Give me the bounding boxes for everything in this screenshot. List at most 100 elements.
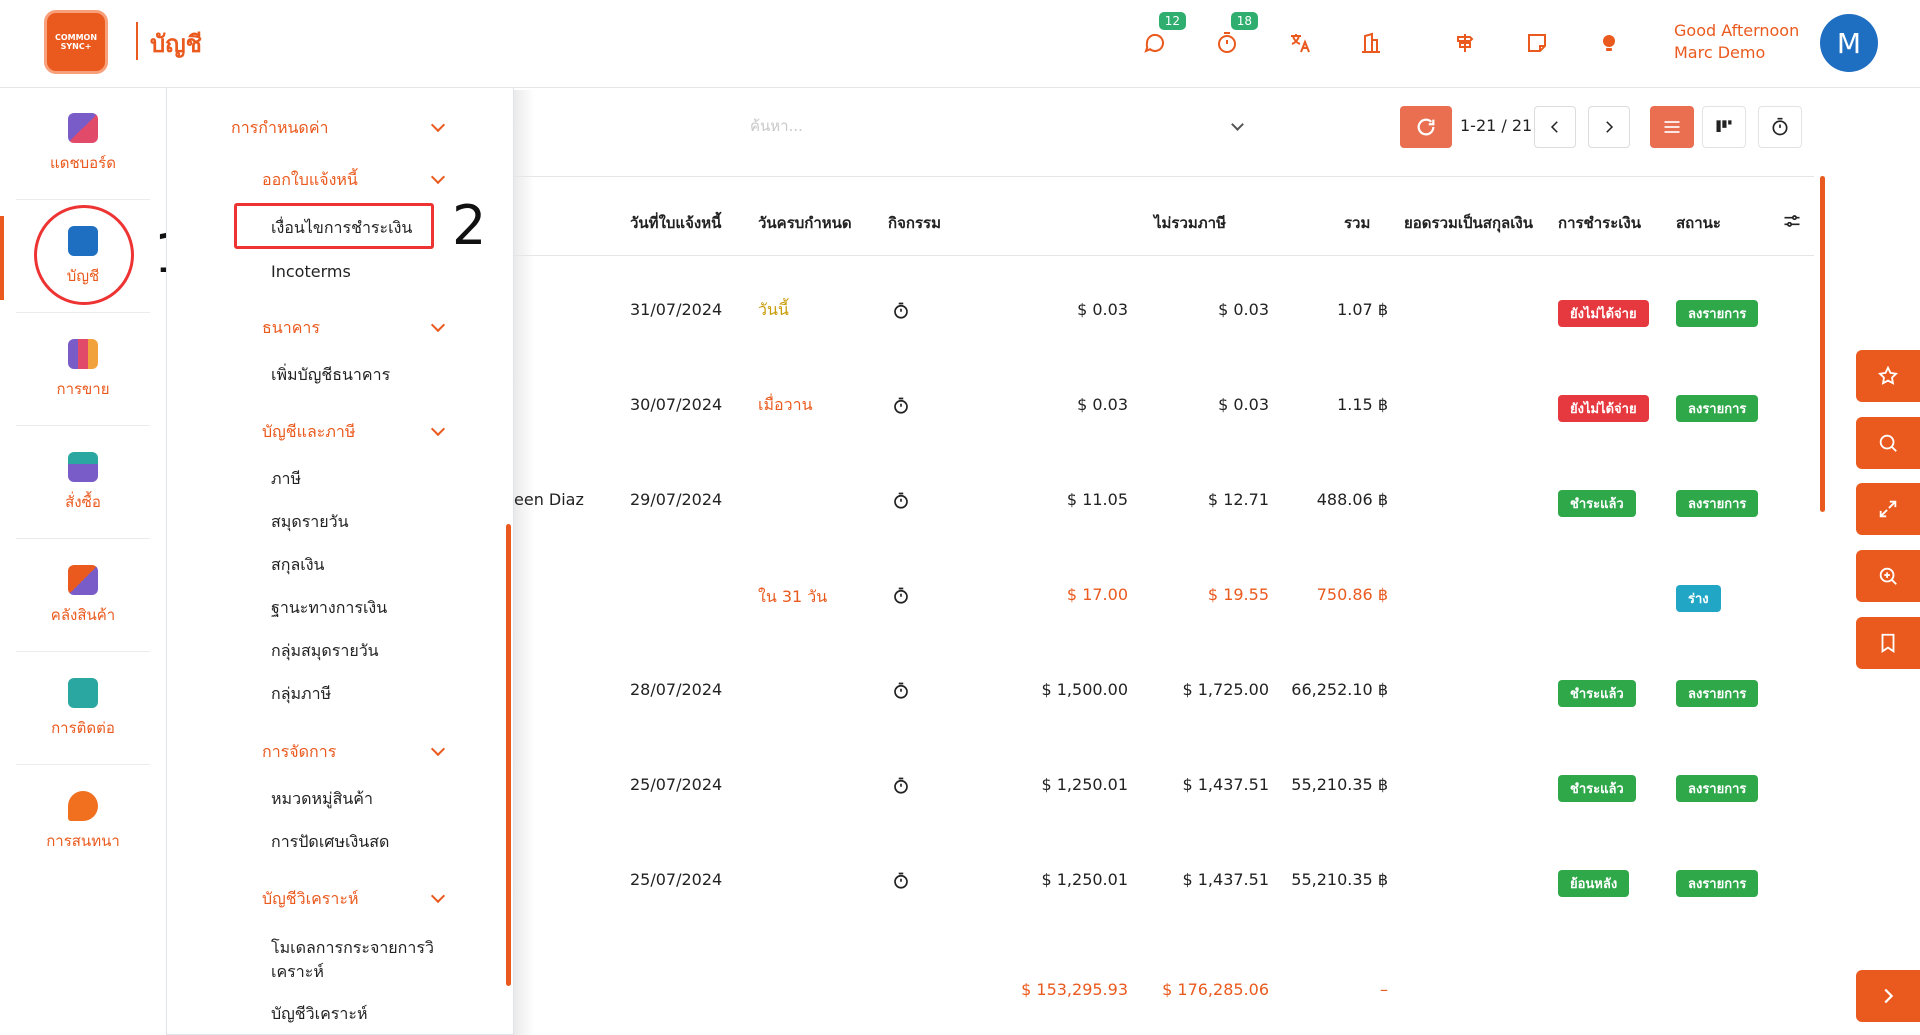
submenu-section-accounting-tax[interactable]: บัญชีและภาษี (167, 414, 515, 450)
kanban-view-button[interactable] (1702, 106, 1746, 148)
submenu-item-currency[interactable]: สกุลเงิน (271, 555, 325, 574)
stopwatch-icon (1772, 117, 1788, 136)
pager-count[interactable]: 1-21 / 21 (1460, 116, 1533, 135)
favorite-button[interactable] (1856, 350, 1920, 402)
nav-contacts[interactable]: การติดต่อ (16, 653, 150, 765)
activity-stopwatch-icon[interactable] (892, 682, 910, 700)
table-row[interactable]: 25/07/2024 $ 1,250.01 $ 1,437.51 55,210.… (514, 834, 1814, 929)
chevron-left-icon (1550, 121, 1558, 133)
state-badge: ลงรายการ (1676, 775, 1759, 802)
cell-currency-total: 1.07 ฿ (1337, 300, 1388, 319)
submenu-item-cash-rounding[interactable]: การปัดเศษเงินสด (271, 832, 390, 851)
submenu-item-journal-group[interactable]: กลุ่มสมุดรายวัน (271, 641, 379, 660)
table-row[interactable]: 25/07/2024 $ 1,250.01 $ 1,437.51 55,210.… (514, 739, 1814, 834)
activity-view-button[interactable] (1758, 106, 1802, 148)
submenu-item-analytic-account[interactable]: บัญชีวิเคราะห์ (271, 1004, 368, 1023)
submenu-item-fiscal-position[interactable]: ฐานะทางการเงิน (271, 598, 388, 617)
payment-status-badge: ชำระแล้ว (1558, 680, 1636, 707)
messages-icon[interactable]: 12 (1140, 12, 1186, 58)
config-submenu: การกำหนดค่า ออกใบแจ้งหนี้ เงื่อนไขการชำร… (166, 88, 514, 1035)
table-row[interactable]: een Diaz 29/07/2024 $ 11.05 $ 12.71 488.… (514, 454, 1814, 549)
submenu-section-management[interactable]: การจัดการ (167, 734, 515, 770)
greeting-text: Good Afternoon (1674, 21, 1800, 40)
cell-invoice-date: 30/07/2024 (630, 395, 723, 414)
nav-purchase[interactable]: สั่งซื้อ (16, 427, 150, 539)
submenu-section-analytic[interactable]: บัญชีวิเคราะห์ (167, 881, 515, 917)
expand-panel-button[interactable] (1856, 970, 1920, 1022)
cell-currency-total: 1.15 ฿ (1337, 395, 1388, 414)
submenu-item-analytic-model[interactable]: โมเดลการกระจายการวิเคราะห์ (271, 938, 434, 981)
lightbulb-icon[interactable] (1594, 28, 1624, 58)
sticky-note-icon[interactable] (1522, 28, 1552, 58)
submenu-item-tax[interactable]: ภาษี (271, 469, 302, 488)
list-view-button[interactable] (1650, 106, 1694, 148)
app-title: บัญชี (150, 30, 202, 58)
column-payment[interactable]: การชำระเงิน (1558, 214, 1641, 232)
nav-dashboard[interactable]: แดชบอร์ด (16, 88, 150, 200)
column-status[interactable]: สถานะ (1676, 214, 1721, 232)
column-total-currency[interactable]: ยอดรวมเป็นสกุลเงิน (1404, 214, 1533, 232)
company-building-icon[interactable] (1356, 28, 1386, 58)
user-avatar[interactable]: M (1820, 14, 1878, 72)
zoom-in-button[interactable] (1856, 550, 1920, 602)
table-scrollbar[interactable] (1820, 176, 1825, 512)
annotation-circle (34, 205, 134, 305)
search-dropdown-chevron-icon[interactable] (1231, 118, 1244, 131)
activity-stopwatch-icon[interactable] (892, 587, 910, 605)
expand-button[interactable] (1856, 483, 1920, 535)
table-footer-totals: $ 153,295.93 $ 176,285.06 – (514, 960, 1814, 1020)
submenu-item-add-bank[interactable]: เพิ่มบัญชีธนาคาร (271, 365, 391, 384)
search-float-button[interactable] (1856, 417, 1920, 469)
cell-total: $ 1,437.51 (1182, 870, 1269, 889)
cell-untaxed: $ 1,250.01 (1041, 870, 1128, 889)
panel-shadow (514, 90, 534, 1035)
nav-sales[interactable]: การขาย (16, 314, 150, 426)
submenu-scrollbar[interactable] (506, 524, 511, 986)
nav-inventory[interactable]: คลังสินค้า (16, 540, 150, 652)
activity-stopwatch-icon[interactable] (892, 872, 910, 890)
submenu-item-journal[interactable]: สมุดรายวัน (271, 512, 349, 531)
nav-discuss[interactable]: การสนทนา (16, 766, 150, 878)
pager-previous-button[interactable] (1534, 106, 1576, 148)
annotation-highlight-box (234, 203, 434, 249)
cell-invoice-date: 25/07/2024 (630, 775, 723, 794)
cell-invoice-date: 31/07/2024 (630, 300, 723, 319)
search-input[interactable]: ค้นหา... (750, 117, 803, 135)
pager-next-button[interactable] (1588, 106, 1630, 148)
column-due-date[interactable]: วันครบกำหนด (758, 214, 852, 232)
discuss-bubble-icon (68, 791, 98, 821)
activity-stopwatch-icon[interactable] (892, 397, 910, 415)
messages-badge: 12 (1158, 12, 1186, 30)
translate-icon[interactable] (1285, 28, 1315, 58)
logo-separator (136, 22, 138, 60)
column-untaxed[interactable]: ไม่รวมภาษี (1154, 214, 1226, 232)
activity-stopwatch-icon[interactable] (892, 302, 910, 320)
expand-arrows-icon (1879, 500, 1897, 518)
submenu-item-product-category[interactable]: หมวดหมู่สินค้า (271, 789, 373, 808)
submenu-item-payment-terms[interactable]: เงื่อนไขการชำระเงิน (271, 218, 413, 237)
nav-sales-label: การขาย (56, 379, 110, 398)
chevron-right-icon (1884, 988, 1894, 1004)
submenu-item-incoterms[interactable]: Incoterms (271, 262, 351, 281)
table-row[interactable]: 28/07/2024 $ 1,500.00 $ 1,725.00 66,252.… (514, 644, 1814, 739)
column-activity[interactable]: กิจกรรม (888, 214, 941, 232)
refresh-button[interactable] (1400, 106, 1452, 148)
submenu-item-tax-group[interactable]: กลุ่มภาษี (271, 684, 332, 703)
table-row[interactable]: 31/07/2024 วันนี้ $ 0.03 $ 0.03 1.07 ฿ ย… (514, 264, 1814, 359)
submenu-section-invoice[interactable]: ออกใบแจ้งหนี้ (167, 162, 515, 198)
submenu-section-bank[interactable]: ธนาคาร (167, 310, 515, 346)
column-invoice-date[interactable]: วันที่ใบแจ้งหนี้ (630, 214, 722, 232)
submenu-section-config[interactable]: การกำหนดค่า (167, 110, 515, 146)
section-bank-label: ธนาคาร (262, 318, 320, 337)
column-settings-icon[interactable] (1782, 211, 1802, 231)
table-row[interactable]: ใน 31 วัน $ 17.00 $ 19.55 750.86 ฿ ร่าง (514, 549, 1814, 644)
chevron-right-icon (1606, 121, 1614, 133)
activity-timer-icon[interactable]: 18 (1212, 12, 1258, 58)
table-row[interactable]: 30/07/2024 เมื่อวาน $ 0.03 $ 0.03 1.15 ฿… (514, 359, 1814, 454)
activity-stopwatch-icon[interactable] (892, 492, 910, 510)
activity-stopwatch-icon[interactable] (892, 777, 910, 795)
column-total[interactable]: รวม (1344, 214, 1371, 232)
app-logo[interactable]: COMMON SYNC+ (44, 10, 108, 74)
signpost-icon[interactable] (1450, 28, 1480, 58)
bookmark-button[interactable] (1856, 617, 1920, 669)
